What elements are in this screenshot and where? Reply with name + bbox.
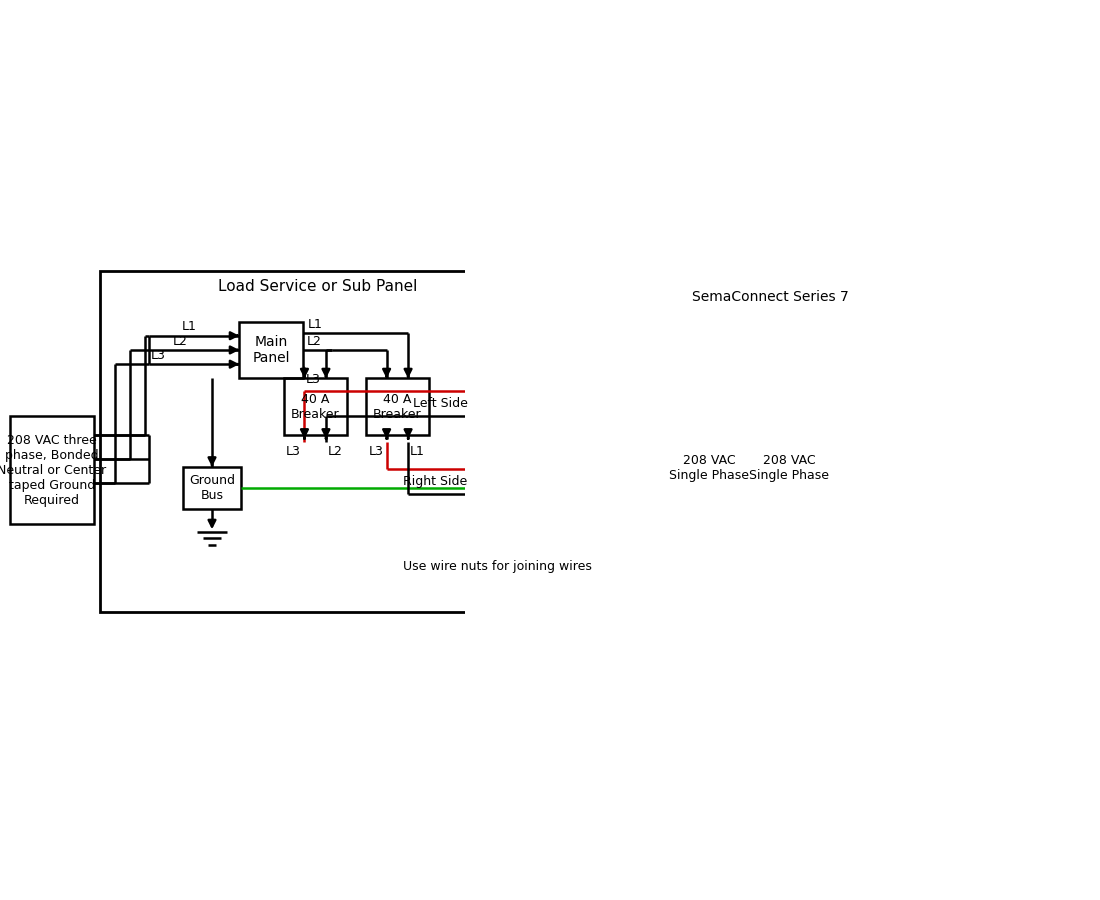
Text: L3: L3 (368, 445, 383, 457)
Bar (183, 467, 242, 509)
Text: L3: L3 (151, 349, 166, 362)
Text: Use wire nuts for joining wires: Use wire nuts for joining wires (403, 560, 592, 572)
Text: L1: L1 (308, 318, 322, 331)
Text: 40 A
Breaker: 40 A Breaker (290, 392, 340, 421)
Bar (284, 378, 346, 436)
Text: L2: L2 (173, 335, 188, 348)
Text: L1: L1 (183, 320, 197, 333)
Bar (365, 378, 429, 436)
Text: 208 VAC
Single Phase: 208 VAC Single Phase (749, 454, 829, 482)
Text: L3: L3 (286, 445, 301, 457)
Bar (471, 372, 524, 554)
Bar (10, 417, 95, 524)
Text: Left Side: Left Side (412, 397, 468, 410)
Text: L2: L2 (328, 445, 343, 457)
Text: Right Side: Right Side (404, 475, 468, 488)
Text: 208 VAC
Single Phase: 208 VAC Single Phase (669, 454, 749, 482)
Text: L3: L3 (306, 374, 321, 386)
Text: L2: L2 (307, 335, 321, 348)
Text: SemaConnect Series 7: SemaConnect Series 7 (692, 290, 848, 304)
Bar (662, 282, 878, 444)
Text: Main
Panel: Main Panel (252, 335, 289, 365)
Text: Load Service or Sub Panel: Load Service or Sub Panel (218, 279, 418, 293)
Text: L1: L1 (410, 445, 425, 457)
Text: Ground
Bus: Ground Bus (189, 474, 235, 502)
Bar (240, 321, 303, 378)
Text: 40 A
Breaker: 40 A Breaker (373, 392, 421, 421)
Text: 208 VAC three
phase, Bonded
Neutral or Center
taped Ground
Required: 208 VAC three phase, Bonded Neutral or C… (0, 434, 107, 507)
